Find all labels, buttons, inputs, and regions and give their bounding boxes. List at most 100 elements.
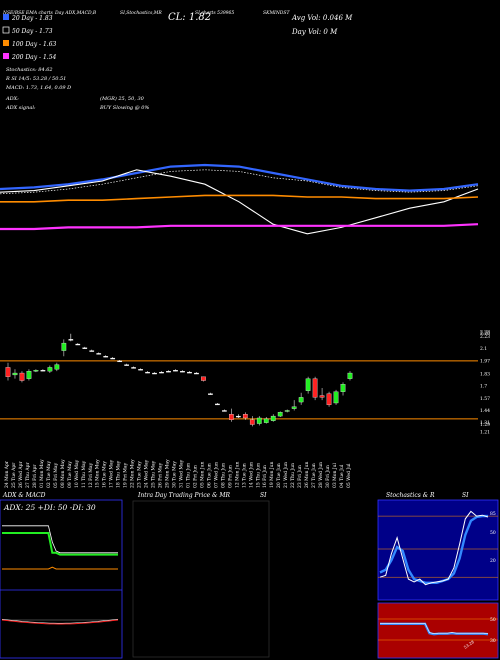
candle-body (33, 370, 39, 372)
candle-body (319, 395, 325, 398)
candle-body (19, 372, 25, 381)
stochastics-value: Stochastics: 84.62 (6, 67, 53, 73)
adx-lines (2, 525, 118, 570)
candle-body (40, 370, 46, 372)
source-fragment-3: SI,Stochastics,MR (120, 10, 162, 16)
rsi-current-value: 53.28 (463, 639, 476, 650)
candle-body (26, 371, 32, 379)
date-tick-label: 11 Thu May (81, 460, 87, 488)
candle-body (110, 357, 116, 360)
legend-swatch-20 (3, 14, 9, 20)
adx-series-line (2, 566, 118, 570)
close-price-label: CL: 1.82 (168, 12, 211, 23)
legend-100-day: 100 Day - 1.63 (12, 41, 57, 48)
candle-body (145, 371, 150, 374)
adx-series-line (2, 532, 118, 556)
date-tick-label: 01 Thu Jun (185, 463, 191, 488)
price-tick-label: 1.7 (480, 384, 487, 390)
adx-signal-label: ADX signal: (5, 105, 36, 111)
candle-body (68, 339, 74, 341)
legend: 20 Day - 1.83 50 Day - 1.73 100 Day - 1.… (2, 14, 57, 61)
date-tick-label: 30 Fri Jun (325, 465, 331, 488)
date-tick-label: 05 Wed Jul (346, 463, 352, 488)
price-tick-label: 2.1 (480, 346, 487, 352)
macd-value: MACD: 1.73, 1.64, 0.09 D (5, 85, 71, 91)
date-tick-label: 13 Tue Jun (241, 463, 247, 488)
intraday-panel: Intra Day Trading Price & MR SI (132, 492, 270, 658)
date-tick-label: 12 Mon Jun (234, 461, 240, 488)
date-tick-label: 22 Mon May (130, 459, 136, 488)
price-tick-label: 1.29 (480, 422, 490, 428)
candle-body (103, 356, 109, 358)
stochastics-lines (378, 510, 498, 586)
stochastics-title: Stochastics & R (386, 492, 435, 499)
stoch-k-line (379, 510, 489, 586)
legend-20-day: 20 Day - 1.83 (11, 15, 53, 22)
date-tick-label: 15 Mon May (95, 459, 101, 488)
price-tick-label: 1.57 (480, 396, 490, 402)
price-tick-label: 1.31 (480, 420, 490, 426)
candle-body (333, 391, 339, 404)
candle-body (152, 372, 157, 375)
adx-mgr-values: (MGR) 25, 50, 30 (100, 95, 145, 102)
source-fragment-4: SI charts 539965 (195, 10, 234, 16)
candle-body (347, 372, 353, 379)
candle-body (131, 367, 136, 369)
candle-body (249, 419, 255, 425)
ma-line-1 (0, 163, 479, 192)
candle-body (215, 403, 220, 406)
candle-body (12, 372, 18, 376)
intraday-si: SI (260, 492, 267, 499)
candle-body (284, 410, 290, 412)
date-tick-label: 12 Fri May (88, 462, 94, 488)
candle-body (326, 393, 332, 406)
intraday-title: Intra Day Trading Price & MR (137, 492, 231, 499)
macd-line (1, 619, 119, 625)
intraday-frame (132, 500, 270, 658)
date-tick-label: 08 Mon May (60, 459, 66, 488)
candle-body (187, 371, 192, 374)
date-tick-label: 15 Thu Jun (255, 463, 261, 488)
date-tick-label: 17 Wed May (109, 459, 115, 488)
date-tick-label: 10 Wed May (74, 459, 80, 488)
date-tick-label: 14 Wed Jun (248, 462, 254, 488)
date-tick-label: 27 Tue Jun (311, 463, 317, 488)
date-axis: 24 Mon Apr 25 Tue Apr 26 Wed Apr 27 Thu Apr… (4, 459, 352, 488)
price-tick-label: 1.21 (480, 430, 490, 436)
candle-body (124, 364, 130, 366)
candle-body (194, 372, 199, 375)
date-tick-label: 05 Fri May (53, 462, 59, 488)
date-tick-label: 02 Fri Jun (192, 465, 198, 488)
date-tick-label: 27 Thu Apr (25, 461, 31, 488)
candle-body (180, 371, 185, 373)
date-tick-label: 18 Thu May (116, 460, 122, 488)
candle-body (298, 397, 304, 403)
rsi-line (380, 622, 489, 636)
date-tick-label: 26 Fri May (158, 462, 164, 488)
candle-body (54, 364, 60, 370)
adx-macd-frame (0, 499, 123, 659)
date-tick-label: 06 Tue Jun (206, 463, 212, 488)
legend-swatch-100 (3, 40, 9, 46)
candle-body (61, 342, 67, 351)
date-tick-label: 22 Thu Jun (290, 463, 296, 488)
adx-macd-title: ADX & MACD (2, 492, 46, 499)
candle-body (256, 417, 262, 424)
date-tick-label: 03 Mon Jul (332, 462, 338, 488)
date-tick-label: 20 Tue Jun (276, 463, 282, 488)
date-tick-label: 31 Wed May (178, 459, 184, 488)
rsi-frame (377, 602, 499, 659)
date-tick-label: 16 Fri Jun (262, 465, 268, 488)
date-tick-label: 09 Tue May (67, 461, 73, 488)
candle-body (159, 371, 164, 374)
candle-body (96, 353, 102, 355)
date-tick-label: 28 Fri Apr (32, 464, 38, 488)
candle-body (305, 378, 311, 391)
candlestick-panel (0, 333, 478, 427)
candle-body (263, 418, 269, 423)
adx-values-label: ADX: 25 +DI: 50 -DI: 30 (3, 503, 96, 512)
price-tick-label: 1.44 (480, 408, 490, 414)
rsi-smooth-line (380, 622, 489, 635)
date-tick-label: 26 Wed Apr (18, 460, 24, 488)
